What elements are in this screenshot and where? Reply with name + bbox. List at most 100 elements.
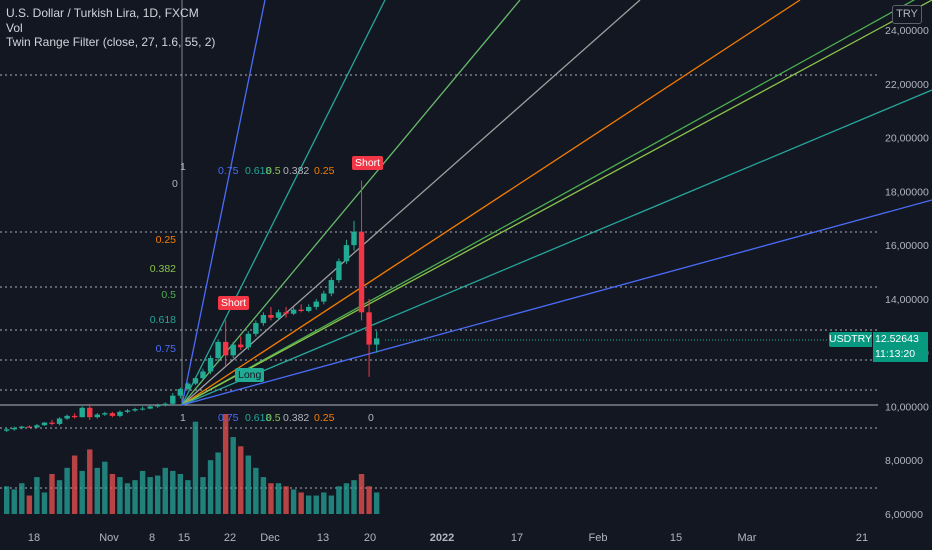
candle-body bbox=[306, 306, 312, 311]
volume-indicator-label[interactable]: Vol bbox=[6, 20, 23, 35]
candle-body bbox=[343, 245, 350, 262]
candle-body bbox=[253, 323, 259, 334]
candle-body bbox=[321, 293, 327, 302]
candle-body bbox=[207, 358, 214, 372]
volume-bar bbox=[290, 489, 297, 514]
candle-body bbox=[351, 231, 357, 246]
fib-fan-label: 0.25 bbox=[314, 165, 335, 177]
price-axis-label: 10,00000 bbox=[885, 401, 929, 413]
gann-fan-ray bbox=[181, 89, 932, 406]
candle-body bbox=[4, 429, 10, 431]
volume-bar bbox=[200, 477, 206, 514]
symbol-title[interactable]: U.S. Dollar / Turkish Lira, 1D, FXCM bbox=[6, 6, 199, 20]
fib-fan-label: 0.25 bbox=[314, 412, 335, 424]
gann-fan-ray bbox=[181, 199, 932, 406]
volume-bar bbox=[321, 492, 327, 514]
candle-body bbox=[185, 383, 191, 389]
volume-bar bbox=[26, 495, 33, 514]
candle-body bbox=[26, 426, 33, 428]
candle-body bbox=[64, 415, 70, 419]
time-axis-label: 2022 bbox=[430, 532, 454, 544]
volume-bar bbox=[343, 483, 350, 514]
price-axis-label: 20,00000 bbox=[885, 133, 929, 145]
fib-fan-label: 1 bbox=[180, 412, 186, 424]
time-axis-label: 18 bbox=[28, 532, 40, 544]
volume-bar bbox=[162, 467, 168, 514]
candle-body bbox=[177, 388, 184, 396]
candle-body bbox=[102, 413, 108, 415]
volume-bar bbox=[373, 492, 380, 514]
candle-body bbox=[366, 312, 372, 345]
fib-fan-label: 0.382 bbox=[150, 263, 176, 275]
volume-bar bbox=[71, 455, 78, 514]
candle-body bbox=[124, 410, 131, 412]
volume-bar bbox=[268, 483, 274, 514]
volume-bar bbox=[170, 470, 176, 514]
candle-body bbox=[162, 403, 168, 406]
time-axis-label: 13 bbox=[317, 532, 329, 544]
candle-body bbox=[192, 378, 199, 384]
volume-bar bbox=[215, 452, 221, 514]
gann-fan-ray bbox=[181, 0, 266, 406]
volume-bar bbox=[147, 477, 153, 514]
gann-fan-ray bbox=[181, 0, 916, 406]
volume-bar bbox=[230, 437, 236, 514]
volume-bar bbox=[366, 486, 372, 514]
time-axis-label: Nov bbox=[99, 532, 119, 544]
volume-bar bbox=[117, 477, 123, 514]
volume-bar bbox=[34, 477, 40, 514]
candle-body bbox=[19, 426, 25, 428]
candle-body bbox=[79, 407, 85, 418]
gann-fan-ray bbox=[181, 0, 641, 406]
volume-bar bbox=[4, 486, 10, 514]
volume-bar bbox=[207, 460, 214, 514]
fib-fan-label: 0.5 bbox=[266, 165, 281, 177]
volume-bar bbox=[41, 492, 48, 514]
volume-bar bbox=[313, 495, 319, 514]
time-axis-label: 20 bbox=[364, 532, 376, 544]
gann-fan-ray bbox=[181, 0, 801, 406]
time-axis-label: 17 bbox=[511, 532, 523, 544]
long-signal-label: Long bbox=[235, 368, 265, 382]
candle-body bbox=[56, 418, 63, 424]
candle-body bbox=[41, 422, 48, 426]
time-axis-label: Feb bbox=[589, 532, 608, 544]
volume-bar bbox=[124, 483, 131, 514]
price-axis-label: 6,00000 bbox=[885, 509, 923, 521]
candle-body bbox=[117, 411, 123, 416]
fib-fan-label: 0.382 bbox=[283, 412, 309, 424]
price-axis-label: 24,00000 bbox=[885, 25, 929, 37]
candle-body bbox=[275, 312, 282, 318]
price-axis-label: 22,00000 bbox=[885, 79, 929, 91]
volume-bar bbox=[79, 470, 85, 514]
volume-bar bbox=[306, 495, 312, 514]
volume-bar bbox=[177, 474, 184, 514]
time-axis-label: Mar bbox=[738, 532, 757, 544]
volume-bar bbox=[253, 467, 259, 514]
volume-bar bbox=[56, 480, 63, 514]
bar-countdown: 11:13:20 bbox=[875, 348, 916, 360]
fib-fan-label: 0.382 bbox=[283, 165, 309, 177]
candle-body bbox=[238, 344, 244, 348]
twin-range-filter-label[interactable]: Twin Range Filter (close, 27, 1.6, 55, 2… bbox=[6, 35, 216, 49]
candle-body bbox=[200, 371, 206, 379]
gann-fan-ray bbox=[181, 0, 932, 406]
volume-bar bbox=[64, 467, 70, 514]
short-signal-label: Short bbox=[352, 156, 384, 170]
candle-body bbox=[155, 405, 161, 407]
volume-bar bbox=[87, 449, 93, 514]
candle-body bbox=[132, 409, 138, 411]
candle-body bbox=[245, 333, 251, 348]
time-axis-label: 21 bbox=[856, 532, 868, 544]
candle-body bbox=[313, 301, 319, 307]
volume-bar bbox=[11, 489, 17, 514]
fib-fan-label: 0.75 bbox=[156, 343, 177, 355]
currency-badge[interactable]: TRY bbox=[892, 5, 922, 24]
gann-fan-ray bbox=[181, 0, 386, 406]
fib-fan-label: 0.25 bbox=[156, 234, 177, 246]
price-axis-label: 14,00000 bbox=[885, 294, 929, 306]
volume-bar bbox=[275, 483, 282, 514]
candle-body bbox=[328, 280, 335, 294]
time-axis-label: 22 bbox=[224, 532, 236, 544]
